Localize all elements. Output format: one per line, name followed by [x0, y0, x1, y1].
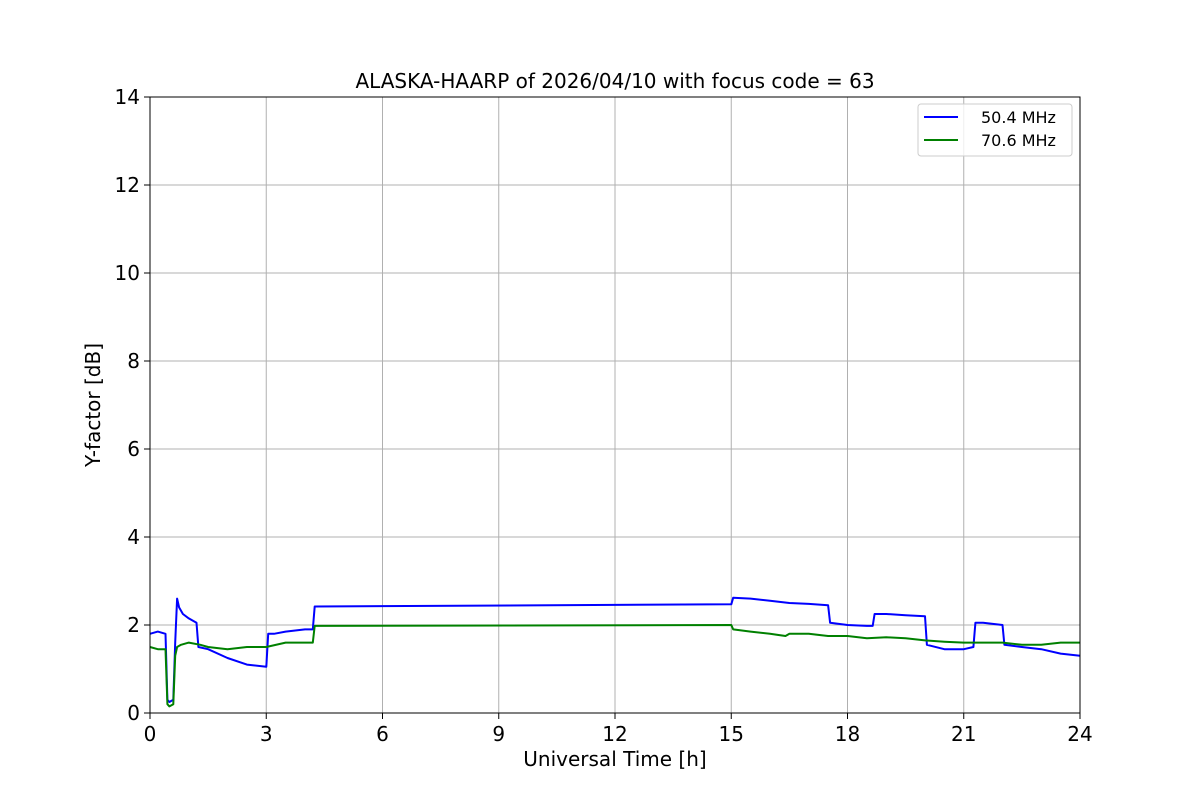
x-tick-label: 12: [602, 722, 627, 746]
chart-title: ALASKA-HAARP of 2026/04/10 with focus co…: [355, 69, 874, 93]
y-tick-label: 4: [127, 525, 140, 549]
x-tick-label: 0: [144, 722, 157, 746]
x-tick-label: 6: [376, 722, 389, 746]
y-axis-label: Y-factor [dB]: [81, 343, 105, 468]
y-tick-label: 0: [127, 701, 140, 725]
y-tick-label: 2: [127, 613, 140, 637]
y-tick-label: 6: [127, 437, 140, 461]
legend-label-50-4-mhz: 50.4 MHz: [981, 108, 1056, 127]
legend: 50.4 MHz 70.6 MHz: [917, 103, 1073, 157]
y-tick-label: 8: [127, 349, 140, 373]
y-tick-label: 10: [115, 261, 140, 285]
x-tick-label: 9: [492, 722, 505, 746]
x-tick-label: 15: [719, 722, 744, 746]
plot-series: [149, 596, 1081, 708]
series-line-50-4-mhz: [149, 596, 1081, 703]
series-line-70-6-mhz: [149, 624, 1080, 708]
x-tick-label: 21: [951, 722, 976, 746]
x-axis-label: Universal Time [h]: [523, 747, 706, 771]
x-tick-label: 3: [260, 722, 273, 746]
legend-label-70-6-mhz: 70.6 MHz: [981, 131, 1056, 150]
y-tick-label: 12: [115, 173, 140, 197]
y-tick-label: 14: [115, 85, 140, 109]
x-tick-label: 24: [1067, 722, 1092, 746]
x-tick-label: 18: [835, 722, 860, 746]
